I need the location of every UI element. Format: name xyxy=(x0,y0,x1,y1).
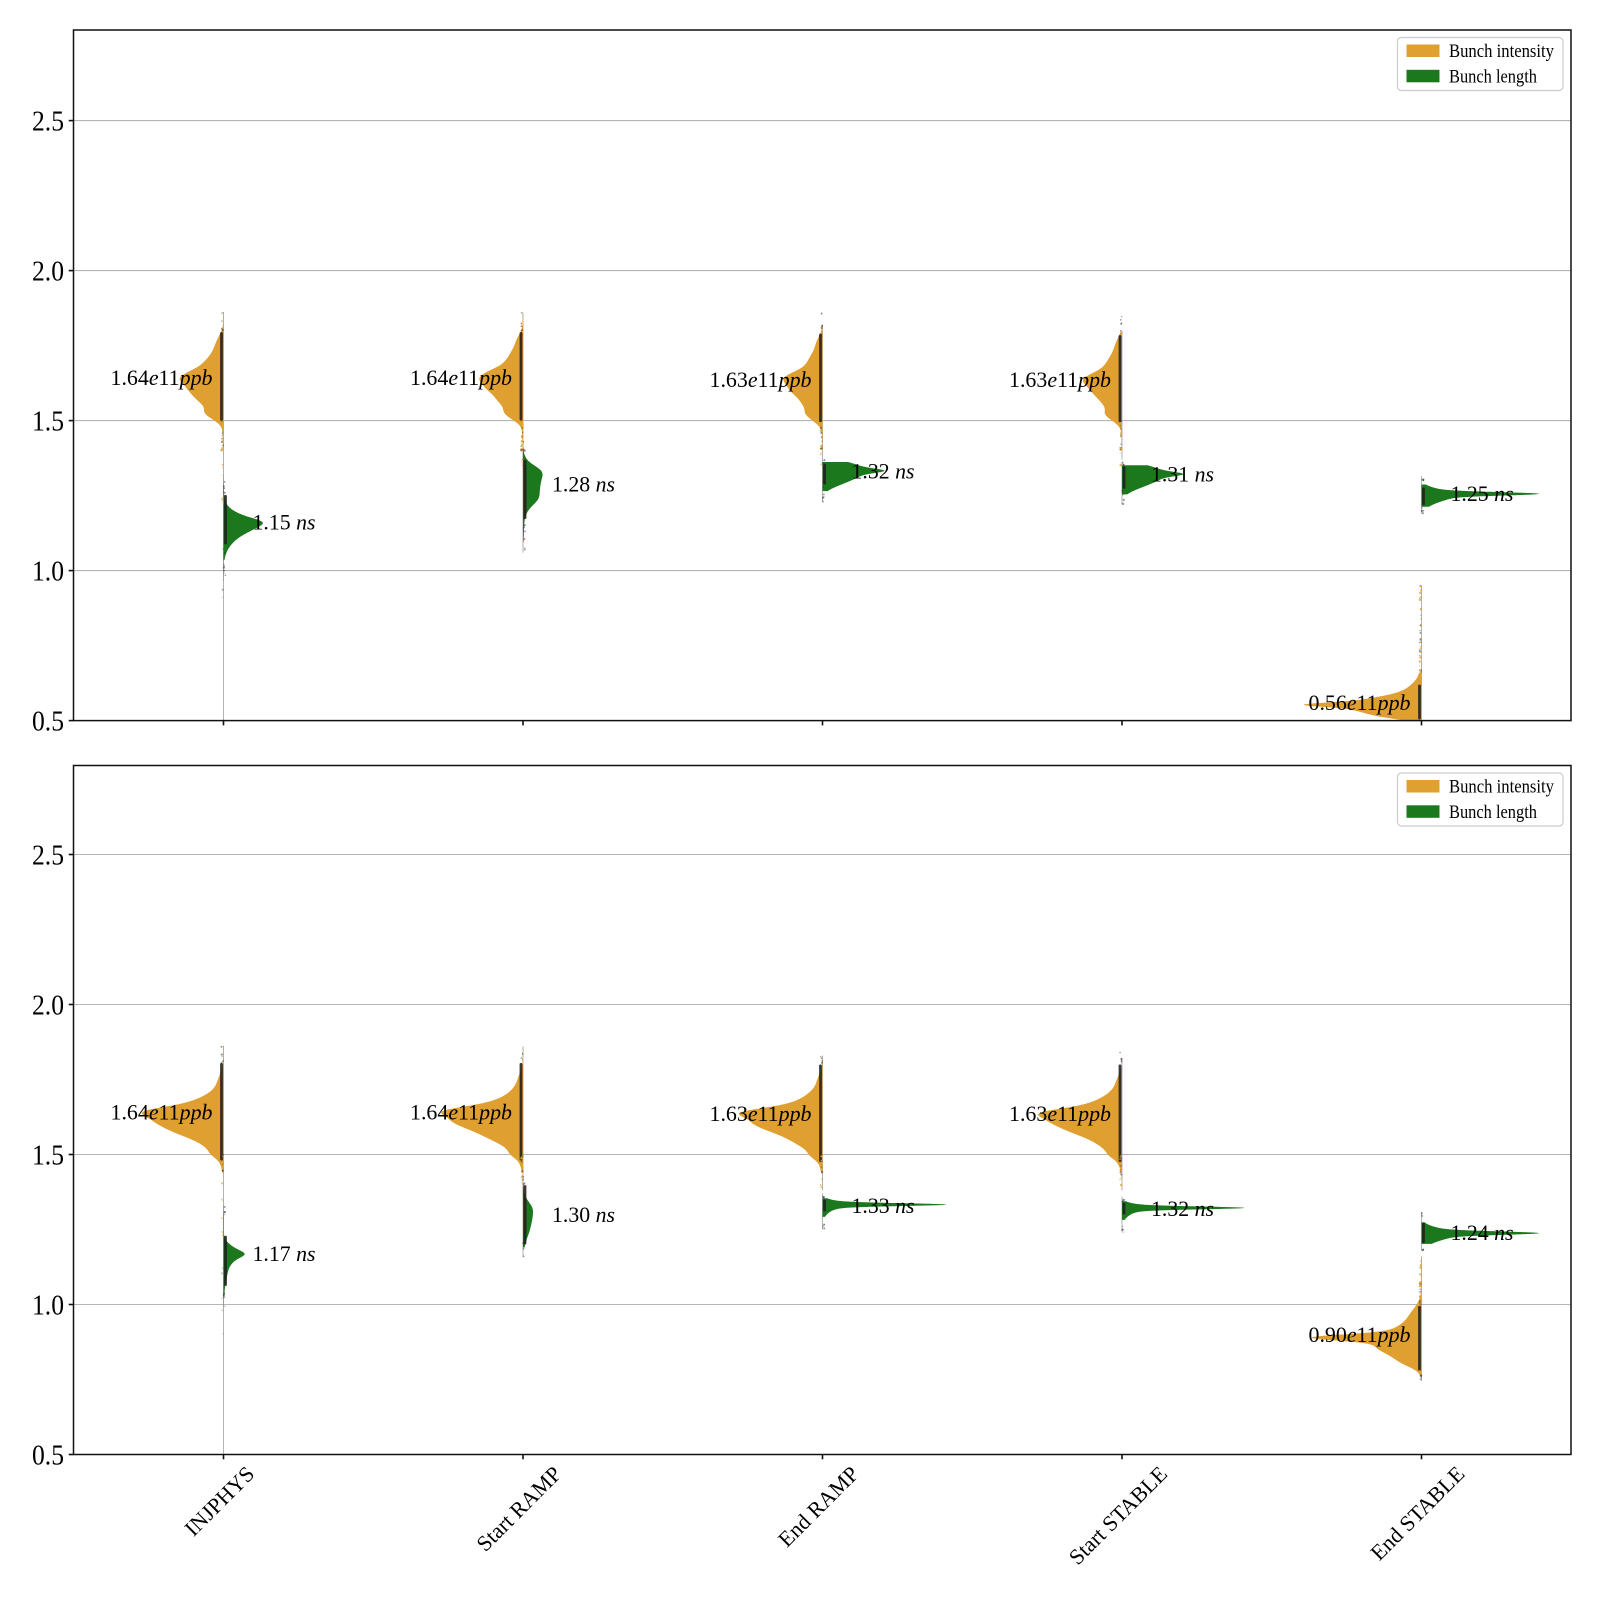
svg-text:1.64e11ppb: 1.64e11ppb xyxy=(410,365,512,390)
svg-text:1.32 ns: 1.32 ns xyxy=(1151,1196,1214,1221)
svg-text:1.64e11ppb: 1.64e11ppb xyxy=(111,1100,213,1125)
svg-text:2.5: 2.5 xyxy=(32,106,64,138)
svg-text:1.63e11ppb: 1.63e11ppb xyxy=(710,367,812,392)
svg-text:1.64e11ppb: 1.64e11ppb xyxy=(410,1100,512,1125)
svg-text:1.63e11ppb: 1.63e11ppb xyxy=(1009,367,1111,392)
svg-text:1.32 ns: 1.32 ns xyxy=(852,459,915,484)
svg-text:Bunch length: Bunch length xyxy=(1449,67,1537,88)
svg-text:1.15 ns: 1.15 ns xyxy=(253,509,316,534)
svg-text:1.63e11ppb: 1.63e11ppb xyxy=(710,1101,812,1126)
svg-text:2.5: 2.5 xyxy=(32,840,64,872)
svg-text:1.17 ns: 1.17 ns xyxy=(253,1241,316,1266)
svg-text:Bunch intensity: Bunch intensity xyxy=(1449,777,1554,798)
svg-text:2.0: 2.0 xyxy=(32,256,64,288)
svg-text:1.63e11ppb: 1.63e11ppb xyxy=(1009,1101,1111,1126)
svg-text:1.28 ns: 1.28 ns xyxy=(552,471,615,496)
svg-text:1.33 ns: 1.33 ns xyxy=(852,1193,915,1218)
svg-text:0.5: 0.5 xyxy=(32,706,64,738)
svg-text:0.56e11ppb: 0.56e11ppb xyxy=(1309,690,1411,715)
svg-text:1.5: 1.5 xyxy=(32,406,64,438)
svg-text:1.31 ns: 1.31 ns xyxy=(1151,462,1214,487)
svg-text:1.24 ns: 1.24 ns xyxy=(1451,1220,1514,1245)
svg-text:Bunch intensity: Bunch intensity xyxy=(1449,41,1554,62)
svg-text:1.0: 1.0 xyxy=(32,1290,64,1322)
svg-text:1.30 ns: 1.30 ns xyxy=(552,1202,615,1227)
svg-text:0.90e11ppb: 0.90e11ppb xyxy=(1309,1322,1411,1347)
svg-text:0.5: 0.5 xyxy=(32,1440,64,1472)
svg-text:1.64e11ppb: 1.64e11ppb xyxy=(111,365,213,390)
svg-text:Bunch length: Bunch length xyxy=(1449,802,1537,823)
svg-text:1.5: 1.5 xyxy=(32,1140,64,1172)
svg-text:2.0: 2.0 xyxy=(32,990,64,1022)
svg-text:1.0: 1.0 xyxy=(32,556,64,588)
svg-text:1.25 ns: 1.25 ns xyxy=(1451,481,1514,506)
